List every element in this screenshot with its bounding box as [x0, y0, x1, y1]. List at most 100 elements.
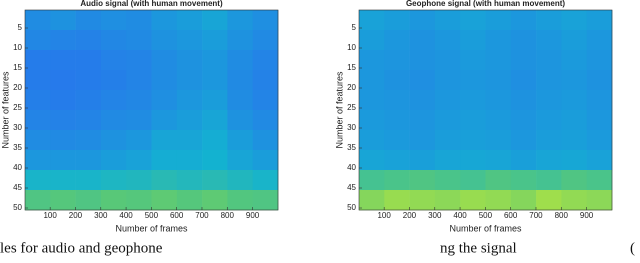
- heatmap-cell: [434, 150, 461, 171]
- heatmap-cell: [586, 130, 613, 151]
- heatmap-cell: [359, 50, 385, 71]
- chart-title: Geophone signal (with human movement): [406, 0, 565, 8]
- y-tick-label: 5: [352, 23, 357, 32]
- y-tick-label: 40: [347, 163, 356, 172]
- heatmap-cell: [510, 170, 537, 191]
- heatmap-cell: [586, 50, 613, 71]
- heatmap-cell: [586, 150, 613, 171]
- heatmap-cell: [460, 150, 486, 171]
- heatmap-cell: [384, 170, 410, 191]
- heatmap-cell: [536, 10, 562, 31]
- x-tick-label: 100: [43, 211, 57, 220]
- heatmap-cell: [151, 30, 178, 51]
- x-axis-label: Number of frames: [115, 223, 188, 233]
- heatmap-cell: [126, 150, 152, 171]
- heatmap-cell: [227, 170, 253, 191]
- y-tick-label: 15: [347, 63, 356, 72]
- heatmap-cell: [561, 50, 587, 71]
- caption-fragment: les for audio and geophone: [0, 240, 163, 256]
- heatmap-cell: [359, 30, 385, 51]
- heatmap-cell: [100, 90, 127, 111]
- heatmap-cell: [202, 110, 228, 131]
- heatmap-cell: [409, 90, 436, 111]
- heatmap-cell: [25, 130, 51, 151]
- heatmap-cell: [202, 90, 228, 111]
- heatmap-cell: [561, 10, 587, 31]
- heatmap-cell: [75, 190, 102, 211]
- heatmap-cell: [126, 110, 152, 131]
- heatmap-cell: [100, 70, 127, 91]
- heatmap-cell: [25, 50, 51, 71]
- heatmap-cell: [50, 150, 76, 171]
- heatmap-cell: [50, 170, 76, 191]
- x-tick-label: 900: [246, 211, 260, 220]
- heatmap-cell: [384, 50, 410, 71]
- heatmap-cell: [409, 170, 436, 191]
- heatmap-cell: [359, 70, 385, 91]
- heatmap-cell: [227, 190, 253, 211]
- heatmap-cell: [384, 10, 410, 31]
- heatmap-cell: [409, 130, 436, 151]
- heatmap-cell: [510, 110, 537, 131]
- y-tick-label: 40: [13, 163, 22, 172]
- heatmap-cell: [75, 10, 102, 31]
- heatmap-cell: [359, 170, 385, 191]
- heatmap-cell: [227, 110, 253, 131]
- heatmap-cell: [460, 30, 486, 51]
- heatmap-cell: [151, 170, 178, 191]
- heatmap-cell: [252, 30, 279, 51]
- heatmap-cell: [359, 190, 385, 211]
- y-tick-label: 35: [13, 143, 22, 152]
- y-tick-label: 30: [13, 123, 22, 132]
- y-tick-label: 20: [13, 83, 22, 92]
- heatmap-cell: [202, 10, 228, 31]
- heatmap-cell: [227, 30, 253, 51]
- heatmap-cell: [434, 90, 461, 111]
- heatmap-cell: [384, 150, 410, 171]
- y-axis-label: Number of features: [0, 71, 10, 149]
- heatmap-cell: [100, 110, 127, 131]
- heatmap-cell: [176, 90, 203, 111]
- heatmap-cell: [25, 110, 51, 131]
- heatmap-cell: [409, 50, 436, 71]
- heatmap-cell: [561, 90, 587, 111]
- x-tick-label: 800: [221, 211, 235, 220]
- heatmap-cell: [151, 110, 178, 131]
- heatmap-cell: [176, 170, 203, 191]
- heatmap-cell: [252, 70, 279, 91]
- heatmap-cell: [536, 190, 562, 211]
- heatmap-cell: [151, 50, 178, 71]
- x-tick-label: 500: [145, 211, 159, 220]
- heatmap-cell: [434, 170, 461, 191]
- heatmap-cell: [510, 190, 537, 211]
- heatmap-cell: [25, 150, 51, 171]
- heatmap-cell: [176, 130, 203, 151]
- heatmap-cell: [561, 110, 587, 131]
- y-tick-label: 25: [13, 103, 22, 112]
- heatmap-cell: [485, 150, 512, 171]
- heatmap-cell: [252, 110, 279, 131]
- heatmap-cell: [252, 150, 279, 171]
- x-tick-label: 700: [195, 211, 209, 220]
- heatmap-cell: [586, 170, 613, 191]
- heatmap-cell: [126, 70, 152, 91]
- heatmap-cell: [25, 190, 51, 211]
- heatmap-cell: [485, 130, 512, 151]
- heatmap-cell: [485, 70, 512, 91]
- heatmap-cell: [75, 30, 102, 51]
- heatmap-cell: [485, 30, 512, 51]
- heatmap-cell: [252, 10, 279, 31]
- heatmap-cell: [176, 110, 203, 131]
- heatmap-cell: [536, 90, 562, 111]
- heatmap-cell: [202, 190, 228, 211]
- heatmap-cell: [586, 10, 613, 31]
- heatmap-cell: [126, 90, 152, 111]
- x-tick-label: 300: [94, 211, 108, 220]
- heatmap-cell: [151, 90, 178, 111]
- heatmap-cell: [510, 10, 537, 31]
- heatmap-cell: [586, 90, 613, 111]
- heatmap-cell: [409, 10, 436, 31]
- heatmap-cell: [50, 110, 76, 131]
- heatmap-cell: [126, 130, 152, 151]
- heatmap-cell: [50, 90, 76, 111]
